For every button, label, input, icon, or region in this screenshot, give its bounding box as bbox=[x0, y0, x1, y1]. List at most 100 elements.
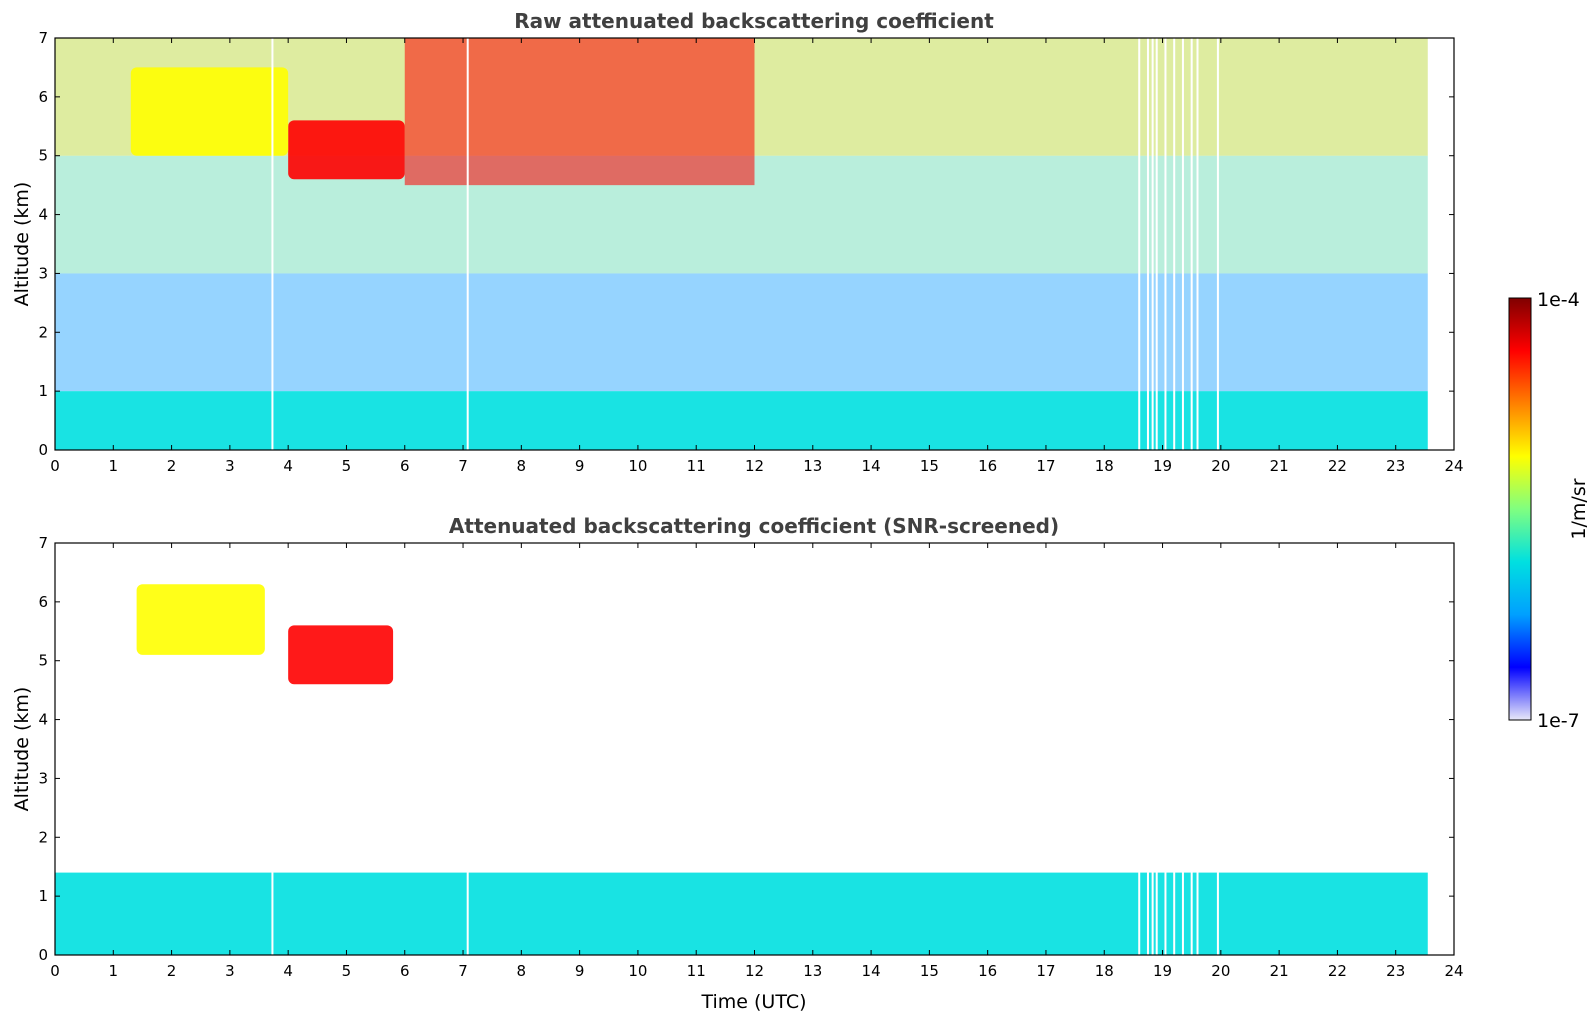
y-tick-label: 5 bbox=[38, 147, 48, 165]
data-gap-1 bbox=[466, 38, 469, 450]
raw-panel-title: Raw attenuated backscattering coefficien… bbox=[514, 9, 994, 33]
raw-y-axis-ticks: 0 1 2 3 4 5 6 7 bbox=[38, 29, 1454, 459]
x-tick-label: 23 bbox=[1386, 962, 1405, 980]
data-gap-3 bbox=[1146, 38, 1149, 450]
x-tick-label: 11 bbox=[687, 457, 706, 475]
x-tick-label: 14 bbox=[862, 962, 881, 980]
boundary-layer-region-0 bbox=[55, 872, 1428, 955]
x-tick-label: 8 bbox=[517, 962, 527, 980]
colorbar-unit-label: 1/m/sr bbox=[1568, 478, 1590, 539]
x-tick-label: 1 bbox=[109, 962, 119, 980]
y-tick-label: 4 bbox=[38, 206, 48, 224]
x-tick-label: 5 bbox=[342, 457, 352, 475]
x-tick-label: 4 bbox=[283, 457, 293, 475]
colorbar: 1e-4 1e-7 1/m/sr bbox=[1508, 289, 1590, 732]
screened-y-axis-ticks: 0 1 2 3 4 5 6 7 bbox=[38, 534, 1454, 964]
screened-x-axis-ticks: 0 1 2 3 4 5 6 7 8 9 10 11 12 13 14 15 16 17 18 19 20 21 22 23 24 bbox=[50, 543, 1464, 980]
x-tick-label: 16 bbox=[978, 457, 997, 475]
data-gap-8 bbox=[1181, 38, 1184, 450]
x-tick-label: 16 bbox=[978, 962, 997, 980]
x-tick-label: 20 bbox=[1211, 962, 1230, 980]
y-tick-label: 3 bbox=[38, 769, 48, 787]
y-tick-label: 0 bbox=[38, 441, 48, 459]
x-tick-label: 6 bbox=[400, 457, 410, 475]
screened-panel-title: Attenuated backscattering coefficient (S… bbox=[449, 514, 1059, 538]
x-tick-label: 9 bbox=[575, 962, 585, 980]
x-tick-label: 10 bbox=[628, 457, 647, 475]
colorbar-min-label: 1e-7 bbox=[1537, 710, 1580, 732]
y-tick-label: 0 bbox=[38, 946, 48, 964]
cloud-region-2 bbox=[136, 584, 265, 655]
data-gap-5 bbox=[1155, 38, 1158, 450]
data-gap-7 bbox=[1173, 860, 1176, 955]
noise-band-low bbox=[55, 273, 1428, 392]
data-gap-10 bbox=[1196, 860, 1199, 955]
data-gap-6 bbox=[1164, 860, 1167, 955]
data-gap-10 bbox=[1196, 38, 1199, 450]
data-gap-11 bbox=[1216, 860, 1219, 955]
x-tick-label: 0 bbox=[50, 962, 60, 980]
x-tick-label: 21 bbox=[1270, 962, 1289, 980]
x-tick-label: 0 bbox=[50, 457, 60, 475]
x-tick-label: 24 bbox=[1444, 962, 1463, 980]
data-gap-7 bbox=[1173, 38, 1176, 450]
x-tick-label: 2 bbox=[167, 457, 177, 475]
x-tick-label: 20 bbox=[1211, 457, 1230, 475]
y-tick-label: 1 bbox=[38, 382, 48, 400]
raw-data-gaps bbox=[271, 38, 1219, 450]
cloud-region-1 bbox=[288, 625, 394, 685]
time-axis-label: Time (UTC) bbox=[700, 991, 806, 1013]
x-tick-label: 15 bbox=[920, 962, 939, 980]
screened-y-axis-label: Altitude (km) bbox=[11, 687, 33, 812]
y-tick-label: 6 bbox=[38, 593, 48, 611]
data-gap-0 bbox=[271, 38, 274, 450]
y-tick-label: 7 bbox=[38, 29, 48, 47]
x-tick-label: 17 bbox=[1036, 457, 1055, 475]
y-tick-label: 7 bbox=[38, 534, 48, 552]
colorbar-scale bbox=[1508, 297, 1532, 721]
x-tick-label: 10 bbox=[628, 962, 647, 980]
data-gap-2 bbox=[1138, 860, 1141, 955]
y-tick-label: 6 bbox=[38, 88, 48, 106]
x-tick-label: 11 bbox=[687, 962, 706, 980]
y-tick-label: 5 bbox=[38, 652, 48, 670]
data-gap-0 bbox=[271, 860, 274, 955]
x-tick-label: 3 bbox=[225, 962, 235, 980]
x-tick-label: 8 bbox=[517, 457, 527, 475]
raw-heatmap-plot bbox=[55, 38, 1428, 450]
data-gap-5 bbox=[1155, 860, 1158, 955]
x-tick-label: 5 bbox=[342, 962, 352, 980]
x-tick-label: 18 bbox=[1095, 962, 1114, 980]
x-tick-label: 22 bbox=[1328, 962, 1347, 980]
data-gap-3 bbox=[1146, 860, 1149, 955]
x-tick-label: 4 bbox=[283, 962, 293, 980]
x-tick-label: 15 bbox=[920, 457, 939, 475]
screened-heatmap-plot bbox=[55, 584, 1428, 955]
x-tick-label: 7 bbox=[458, 962, 468, 980]
y-tick-label: 4 bbox=[38, 711, 48, 729]
x-tick-label: 12 bbox=[745, 457, 764, 475]
x-tick-label: 19 bbox=[1153, 962, 1172, 980]
data-gap-6 bbox=[1164, 38, 1167, 450]
x-tick-label: 6 bbox=[400, 962, 410, 980]
x-tick-label: 14 bbox=[862, 457, 881, 475]
boundary-layer-region-0 bbox=[55, 391, 1428, 450]
cloud-region-2 bbox=[130, 67, 289, 156]
x-tick-label: 1 bbox=[109, 457, 119, 475]
x-tick-label: 21 bbox=[1270, 457, 1289, 475]
cloud-region-1 bbox=[288, 120, 405, 180]
y-tick-label: 1 bbox=[38, 887, 48, 905]
x-tick-label: 12 bbox=[745, 962, 764, 980]
x-tick-label: 9 bbox=[575, 457, 585, 475]
raw-y-axis-label: Altitude (km) bbox=[11, 182, 33, 307]
data-gap-9 bbox=[1190, 860, 1193, 955]
raw-x-axis-ticks: 0 1 2 3 4 5 6 7 8 9 10 11 12 13 14 15 16 17 18 19 20 21 22 23 24 bbox=[50, 38, 1464, 475]
screened-data-gaps bbox=[271, 860, 1219, 955]
noise-region-3 bbox=[404, 38, 755, 186]
x-tick-label: 19 bbox=[1153, 457, 1172, 475]
y-tick-label: 2 bbox=[38, 323, 48, 341]
data-gap-4 bbox=[1151, 38, 1154, 450]
data-gap-11 bbox=[1216, 38, 1219, 450]
y-tick-label: 2 bbox=[38, 828, 48, 846]
